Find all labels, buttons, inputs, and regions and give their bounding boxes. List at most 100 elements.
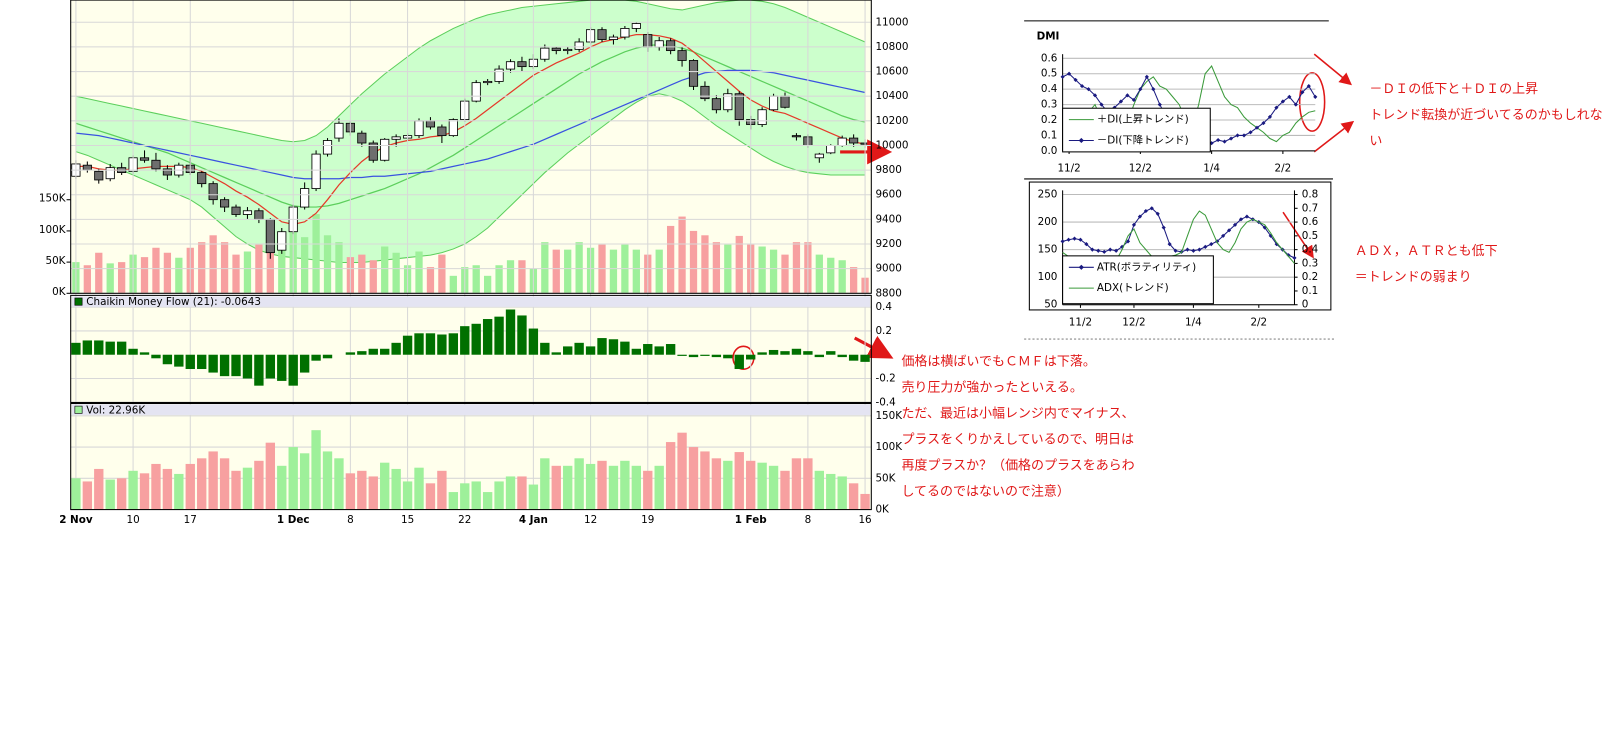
circle-mark (1298, 72, 1326, 132)
x-tick-label: 12/2 (1129, 163, 1152, 175)
point-marker (1241, 133, 1247, 138)
candle-body (563, 48, 573, 52)
bar (608, 339, 619, 355)
bar (814, 354, 824, 358)
legend-label: ADX(トレンド) (1097, 282, 1169, 294)
bar (803, 351, 813, 355)
candle-body (826, 145, 836, 154)
annotation: 売り圧力が強かったといえる。 (901, 379, 1082, 395)
y-tick-label: 0K (875, 504, 890, 516)
point-marker (1185, 247, 1190, 252)
bar (700, 354, 710, 356)
bar (71, 478, 81, 510)
x-tick-label: 1 Dec (277, 514, 310, 526)
point-marker (1209, 242, 1214, 247)
bar (185, 354, 195, 370)
bar (494, 316, 504, 355)
candle-body (631, 23, 641, 29)
bar (505, 476, 516, 510)
bar (231, 354, 241, 377)
bar (242, 467, 253, 510)
bar (311, 430, 321, 510)
bar (460, 326, 470, 355)
volume-bar (655, 249, 663, 294)
bar (768, 465, 779, 510)
legend-swatch (74, 297, 83, 306)
annotation: い (1369, 134, 1382, 149)
chart-title: DMI (1037, 30, 1060, 42)
x-tick-label: 15 (401, 514, 414, 526)
bar (208, 354, 218, 373)
candle-body (483, 80, 493, 84)
candle-body (231, 206, 241, 215)
candle-body (757, 109, 767, 125)
x-tick-label: 2/2 (1275, 163, 1292, 175)
y-tick-label: 0.1 (1041, 129, 1058, 141)
bar (162, 354, 173, 365)
legend-box (1062, 107, 1211, 153)
bar (391, 342, 401, 355)
bar (254, 460, 264, 510)
bar (425, 483, 436, 510)
point-marker (1078, 237, 1083, 242)
bar (574, 342, 584, 355)
y-tick-label: 11000 (875, 16, 908, 28)
candle-body (551, 47, 561, 52)
moving-average (75, 69, 866, 180)
volume-bar (815, 254, 823, 294)
legend-label: －DI(下降トレンド) (1097, 133, 1189, 146)
point-marker (1096, 248, 1101, 253)
legend-marker (1078, 137, 1084, 144)
bar (219, 458, 230, 510)
y-tick-label: 100 (1038, 271, 1058, 283)
candle-body (265, 218, 275, 254)
point-marker (1066, 237, 1071, 242)
point-marker (1102, 249, 1107, 254)
y-tick-label: 50K (875, 472, 896, 484)
bar (643, 344, 653, 355)
volume-bar (541, 242, 549, 294)
bar (860, 354, 870, 362)
bar (322, 451, 333, 510)
candle-body (768, 95, 779, 111)
point-marker (1274, 242, 1279, 247)
bar (94, 468, 104, 510)
bar (357, 470, 367, 510)
annotation: プラスをくりかえしているので、明日は (901, 432, 1134, 447)
y-tick-label: 10000 (875, 139, 908, 151)
point-marker (1235, 133, 1240, 138)
x-tick-label: 2 Nov (59, 514, 93, 526)
candle-body (300, 188, 310, 208)
volume-bar (175, 257, 183, 294)
candle-body (711, 98, 721, 111)
legend-marker (1078, 264, 1084, 270)
bar (723, 460, 733, 510)
candle-body (517, 61, 527, 68)
point-marker (1151, 87, 1156, 92)
y2-tick-label: 0.8 (1302, 189, 1318, 201)
point-marker (1222, 139, 1227, 144)
bar (677, 432, 687, 510)
volume-bar (369, 260, 377, 294)
volume-bar (849, 267, 858, 294)
x-tick-label: 10 (126, 514, 139, 526)
bar (746, 460, 756, 510)
x-tick-label: 17 (184, 514, 197, 526)
point-marker (1079, 84, 1085, 89)
volume-bar (484, 275, 492, 294)
x-tick-label: 11/2 (1069, 316, 1092, 328)
bar (826, 473, 836, 510)
point-marker (1137, 214, 1142, 219)
candle-body (505, 61, 516, 70)
x-tick-label: 16 (858, 514, 871, 526)
y2-tick-label: 0.5 (1302, 230, 1318, 242)
arrow (1313, 120, 1355, 153)
bar (288, 354, 298, 386)
point-marker (1238, 217, 1244, 222)
y2-tick-label: 0.7 (1302, 202, 1318, 214)
bar (677, 354, 687, 356)
bar (711, 458, 722, 510)
point-marker (1060, 74, 1065, 79)
point-marker (1084, 242, 1089, 247)
